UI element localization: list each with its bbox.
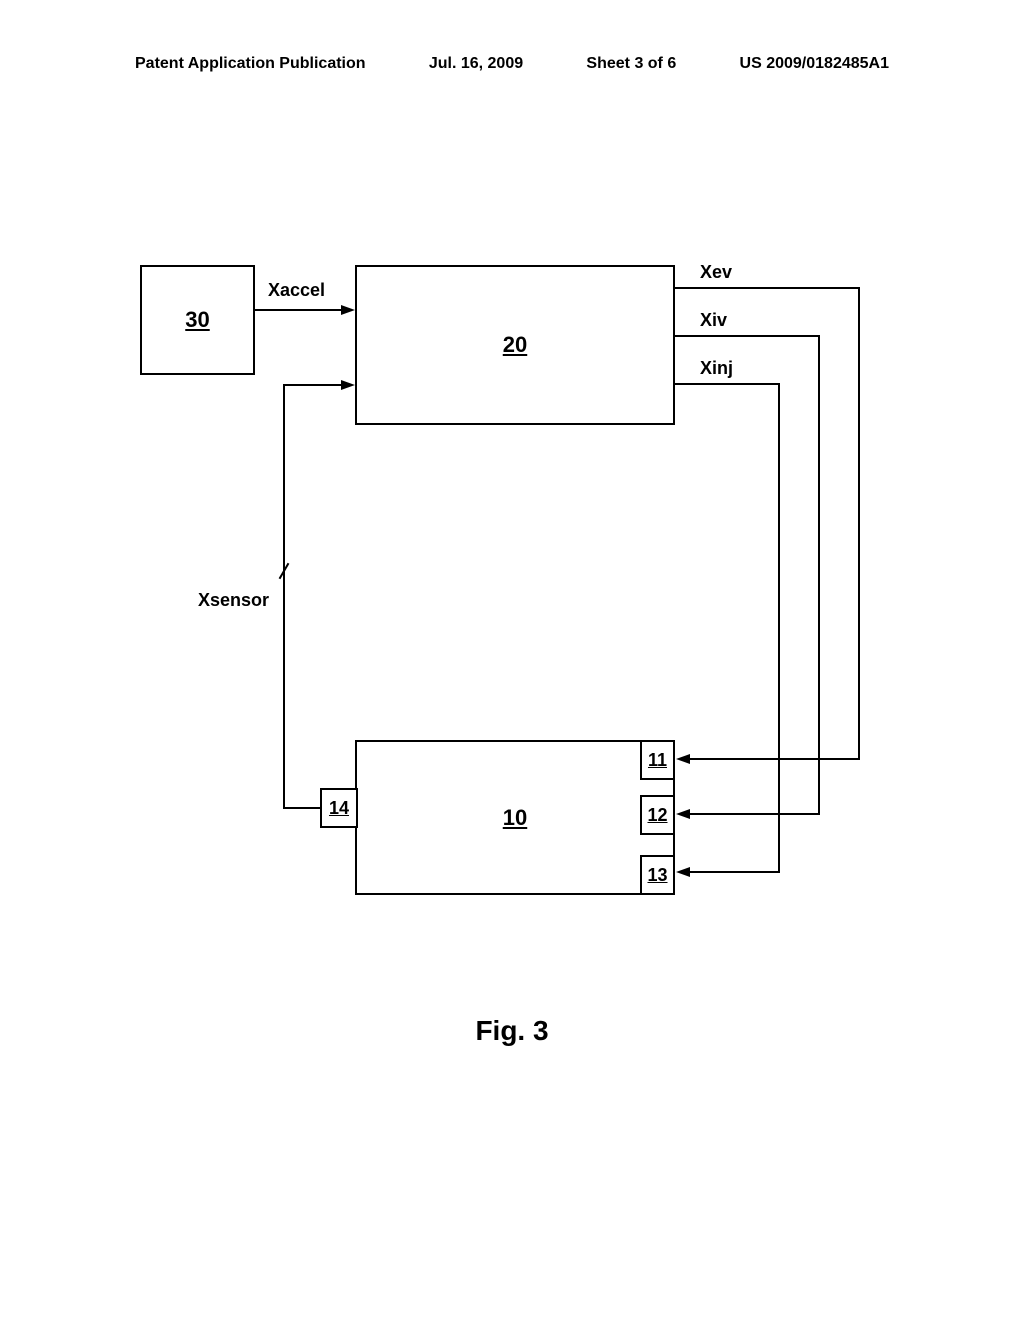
- xaccel-line: [255, 309, 343, 311]
- xsensor-line-v: [283, 384, 285, 809]
- block-12: 12: [640, 795, 675, 835]
- xaccel-label: Xaccel: [268, 280, 325, 301]
- block-30-label: 30: [185, 307, 209, 333]
- xinj-label: Xinj: [700, 358, 733, 379]
- sheet-info: Sheet 3 of 6: [586, 55, 676, 73]
- xiv-line-h2: [688, 813, 820, 815]
- xsensor-line-h1: [283, 384, 343, 386]
- xiv-line-v: [818, 335, 820, 815]
- block-13: 13: [640, 855, 675, 895]
- xinj-line-v: [778, 383, 780, 873]
- publication-type: Patent Application Publication: [135, 55, 366, 73]
- block-14: 14: [320, 788, 358, 828]
- xinj-line-h2: [688, 871, 780, 873]
- block-20: 20: [355, 265, 675, 425]
- block-10-label: 10: [503, 805, 527, 831]
- xiv-arrow-12: [676, 809, 690, 819]
- block-20-label: 20: [503, 332, 527, 358]
- block-30: 30: [140, 265, 255, 375]
- xev-arrow-11: [676, 754, 690, 764]
- block-12-label: 12: [647, 805, 667, 826]
- xev-label: Xev: [700, 262, 732, 283]
- xaccel-arrow: [341, 305, 355, 315]
- block-13-label: 13: [647, 865, 667, 886]
- figure-caption: Fig. 3: [0, 1015, 1024, 1047]
- xinj-arrow-13: [676, 867, 690, 877]
- xiv-label: Xiv: [700, 310, 727, 331]
- xsensor-line-h2: [283, 807, 320, 809]
- block-11-label: 11: [648, 750, 667, 771]
- xsensor-label: Xsensor: [198, 590, 269, 611]
- page-header: Patent Application Publication Jul. 16, …: [0, 55, 1024, 73]
- xev-line-h2: [688, 758, 860, 760]
- block-14-label: 14: [329, 798, 349, 819]
- block-10: 10: [355, 740, 675, 895]
- publication-date: Jul. 16, 2009: [429, 55, 523, 73]
- xinj-line-h: [675, 383, 780, 385]
- xiv-line-h: [675, 335, 820, 337]
- xsensor-arrow: [341, 380, 355, 390]
- xev-line-h: [675, 287, 860, 289]
- publication-number: US 2009/0182485A1: [740, 55, 889, 73]
- block-11: 11: [640, 740, 675, 780]
- xev-line-v: [858, 287, 860, 760]
- block-diagram: 30 20 10 11 12 13 14 Xaccel Xsensor Xev: [140, 265, 890, 905]
